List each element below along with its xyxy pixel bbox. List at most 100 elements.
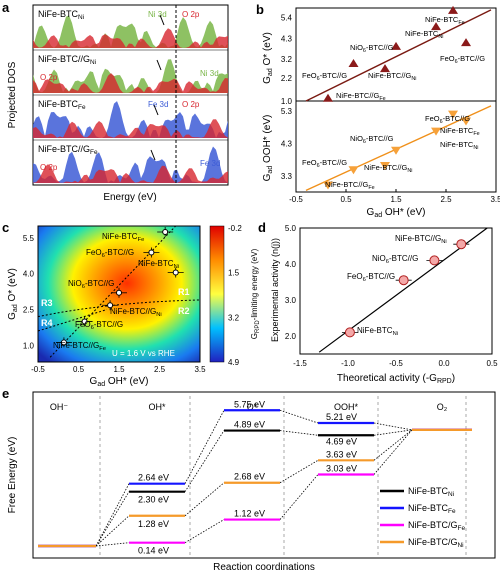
b-xtick-label: 1.5 bbox=[390, 195, 402, 204]
d-plot: NiFe-BTC//GNiNiO6-BTC//GFeO6-BTC//GNiFe-… bbox=[285, 224, 498, 368]
b-bot-label-nife-g-ni-sub: Ni bbox=[407, 168, 412, 174]
e-connector bbox=[279, 430, 319, 436]
b-label-nife-btc-fe-sub: Fe bbox=[458, 20, 464, 26]
e-legend-label: NiFe-BTCFe bbox=[408, 503, 456, 515]
e-stage-label: OOH* bbox=[334, 402, 359, 412]
d-xtick-label: 0.0 bbox=[438, 359, 450, 368]
b-bottom-point-FeO6-BTC//G bbox=[461, 117, 471, 126]
e-value-label: 1.12 eV bbox=[234, 509, 265, 519]
dos-tag: Ni 3d bbox=[148, 10, 167, 19]
dos-row-label-sub: Fe bbox=[78, 104, 86, 111]
svg-text:Gad O* (eV): Gad O* (eV) bbox=[262, 32, 274, 84]
dos-ylabel: Projected DOS bbox=[7, 61, 18, 128]
b-label-nife-g-fe-main: NiFe-BTC//G bbox=[336, 91, 380, 100]
b-top-point-NiFe-BTC//G_Ni bbox=[380, 64, 390, 73]
b-ytick-top-label: 3.2 bbox=[281, 55, 293, 64]
b-label-nife-g-fe-sub: Fe bbox=[379, 96, 385, 102]
e-value-label: 2.30 eV bbox=[138, 495, 169, 505]
b-bot-label-nife-g-fe-main: NiFe-BTC//G bbox=[325, 180, 369, 189]
panel-c-letter: c bbox=[2, 220, 9, 235]
c-label-nife-g-fe-sub: Fe bbox=[99, 346, 106, 352]
d-label-nife-ni: NiFe-BTCNi bbox=[357, 326, 398, 337]
b-label-nio6-end: -BTC//G bbox=[366, 43, 394, 52]
dos-row-label-main: NiFe-BTC bbox=[38, 99, 78, 109]
b-bottom-point-FeO6-BTC//G bbox=[348, 166, 359, 175]
b-xlabel: Gad OH* (eV) bbox=[367, 207, 426, 219]
b-bot-label-nio6: NiO6-BTC//G bbox=[350, 134, 394, 145]
b-xtick-label: 0.5 bbox=[340, 195, 352, 204]
d-xlabel: Theoretical activity (-GRPD) bbox=[337, 373, 455, 385]
d-ytick-label: 4.0 bbox=[285, 260, 297, 269]
c-boundary-3 bbox=[37, 309, 107, 332]
b-bot-label-feo6-b-end: -BTC//G bbox=[320, 158, 348, 167]
b-label-feo6-b-main: FeO bbox=[302, 71, 317, 80]
b-ytick-top-label: 1.0 bbox=[281, 97, 293, 106]
b-label-feo6-b-end: -BTC//G bbox=[320, 71, 348, 80]
c-cbar-tick-label: 4.9 bbox=[228, 358, 240, 367]
b-ylabel-top-sub: ad bbox=[267, 68, 274, 76]
panel-d: d NiFe-BTC//GNiNiO6-BTC//GFeO6-BTC//GNiF… bbox=[258, 220, 498, 385]
b-bot-label-nife-fe-sub: Fe bbox=[473, 131, 479, 137]
e-connector bbox=[279, 409, 319, 424]
d-label-nife-ni-sub: Ni bbox=[393, 331, 398, 337]
b-bot-label-feo6-b: FeO6-BTC//G bbox=[302, 158, 347, 169]
o-2p-area bbox=[33, 73, 228, 93]
e-stage-label: OH⁻ bbox=[50, 402, 69, 412]
b-top-point-NiO6-BTC//G bbox=[391, 41, 401, 50]
dos-row-label-main: NiFe-BTC//G bbox=[38, 144, 90, 154]
d-label-nio6-end: -BTC//G bbox=[389, 254, 418, 263]
e-value-label: 3.63 eV bbox=[326, 449, 357, 459]
e-legend-label-sub: Fe bbox=[448, 508, 456, 515]
c-label-nife-ni-sub: Ni bbox=[174, 264, 179, 270]
panel-e-letter: e bbox=[2, 386, 9, 401]
d-label-nife-g-ni-main: NiFe-BTC//G bbox=[395, 234, 441, 243]
b-label-feo6-a: FeO6-BTC//G bbox=[440, 54, 485, 65]
c-point bbox=[148, 249, 155, 256]
c-region-r3: R3 bbox=[41, 298, 53, 308]
d-frame bbox=[299, 227, 493, 355]
e-connector bbox=[184, 410, 225, 484]
b-top-point-FeO6-BTC//G bbox=[461, 38, 471, 47]
svg-text:Gad OOH* (eV): Gad OOH* (eV) bbox=[262, 115, 274, 182]
b-bot-label-feo6-a-main: FeO bbox=[425, 114, 440, 123]
d-xtick-label: -0.5 bbox=[389, 359, 403, 368]
c-xtick-label: 2.5 bbox=[154, 365, 166, 374]
d-xtick-label: -1.0 bbox=[341, 359, 355, 368]
d-label-nife-g-ni-sub: Ni bbox=[441, 239, 446, 245]
e-legend-label-main: NiFe-BTC bbox=[408, 486, 448, 496]
e-connector bbox=[279, 474, 319, 520]
c-xtick-label: 0.5 bbox=[73, 365, 85, 374]
c-label-nio6: NiO6-BTC//G bbox=[68, 279, 114, 290]
b-ytick-top-label: 2.2 bbox=[281, 74, 293, 83]
o-2p-area bbox=[33, 164, 228, 183]
panel-e: e OH⁻ OH* O* OOH* O₂ 2.64 eV 2.30 eV 1.28 eV 0.1… bbox=[2, 386, 496, 573]
c-label-feo6-end: -BTC//G bbox=[105, 248, 134, 257]
b-label-nio6-sub: 6 bbox=[363, 48, 366, 54]
c-ytick-label: 5.5 bbox=[23, 234, 35, 243]
b-xtick-label: -0.5 bbox=[289, 195, 303, 204]
c-point bbox=[107, 302, 114, 309]
c-label-feo6-b: FeO6-BTC//G bbox=[75, 320, 123, 331]
c-region-r4: R4 bbox=[41, 318, 53, 328]
c-label-nife-fe: NiFe-BTCFe bbox=[102, 232, 144, 243]
b-ylabel-top-g: G bbox=[262, 76, 273, 84]
panel-a-letter: a bbox=[2, 0, 10, 15]
c-label-nio6-end: -BTC//G bbox=[85, 279, 114, 288]
c-point bbox=[116, 289, 122, 296]
b-bot-label-nife-fe: NiFe-BTCFe bbox=[440, 126, 480, 137]
c-cbar-tick-label: 3.2 bbox=[228, 313, 240, 322]
d-label-feo6-main: FeO bbox=[347, 272, 363, 281]
c-colorbar bbox=[209, 225, 225, 363]
d-point bbox=[429, 255, 440, 266]
d-label-feo6-sub: 6 bbox=[363, 277, 366, 283]
c-region-r2: R2 bbox=[178, 306, 190, 316]
b-bot-label-nife-g-fe: NiFe-BTC//GFe bbox=[325, 180, 375, 191]
d-ytick-label: 3.0 bbox=[285, 296, 297, 305]
b-label-nife-g-ni-sub: Ni bbox=[411, 76, 416, 82]
e-connector bbox=[279, 459, 319, 484]
e-value-label: 2.68 eV bbox=[234, 472, 265, 482]
b-top-point-NiFe-BTC//G_Fe bbox=[323, 93, 333, 102]
c-label-nife-g-ni: NiFe-BTC//GNi bbox=[110, 307, 162, 318]
